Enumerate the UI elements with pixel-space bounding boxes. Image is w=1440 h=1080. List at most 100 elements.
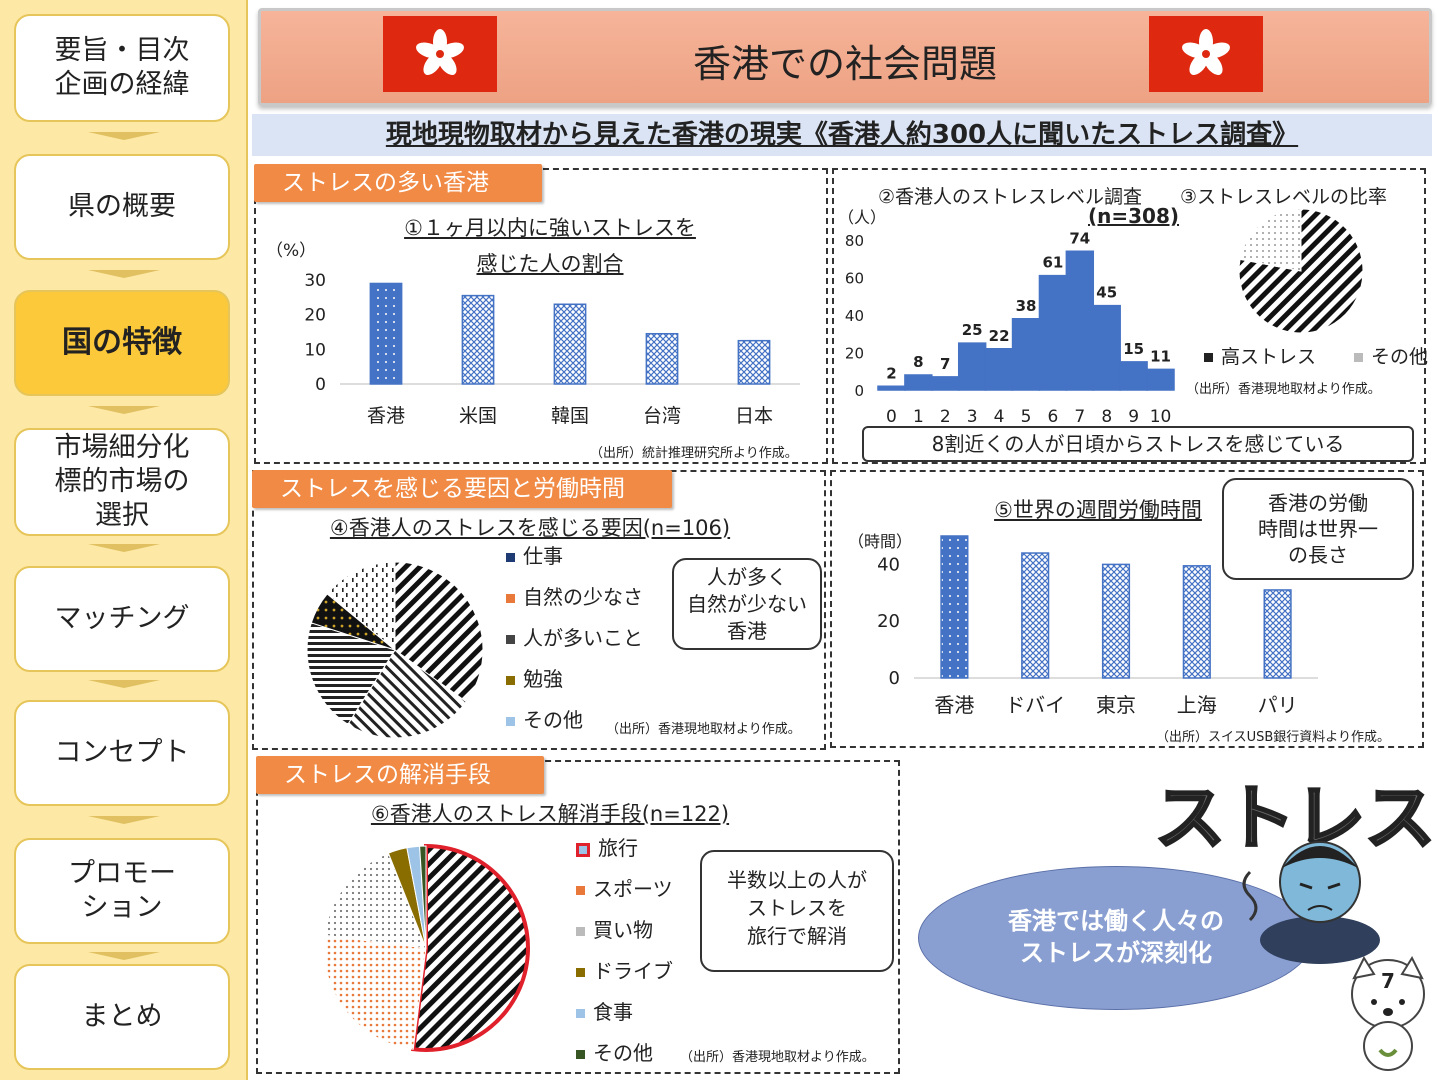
nav-item-conclusion[interactable]: まとめ (14, 964, 230, 1070)
chart5-bar (1021, 552, 1050, 679)
legend4-label: 自然の少なさ (523, 585, 643, 609)
legend4-swatch (506, 676, 515, 685)
chart4-title: ④香港人のストレスを感じる要因(n=106) (329, 516, 731, 540)
chart2-data-label: 2 (886, 364, 896, 382)
chart5-y-tick: 20 (877, 611, 900, 632)
chart2-x-tick: 10 (1150, 407, 1172, 427)
chart2-title: ②香港人のストレスレベル調査 (878, 186, 1143, 208)
chart5-x-tick: 上海 (1177, 693, 1217, 717)
legend4-item: 勉強 (506, 663, 563, 692)
chart5-bar (1263, 589, 1292, 679)
chart4-svg (306, 561, 484, 739)
chart6-svg (323, 843, 530, 1052)
chart6-source: （出所）香港現地取材より作成。 (680, 1050, 875, 1065)
chart2-bar (957, 342, 987, 391)
chart5-bar (1101, 563, 1131, 679)
chart2-bar (1119, 361, 1148, 391)
legend3-item: その他 (1354, 342, 1428, 369)
chart1-x-tick: 日本 (735, 405, 773, 427)
legend4-label: 勉強 (523, 667, 563, 691)
callout-longest-hours: 香港の労働 時間は世界一 の長さ (1222, 478, 1414, 580)
legend6-item: スポーツ (576, 873, 673, 902)
legend6-label: 旅行 (598, 836, 638, 860)
legend4-label: その他 (523, 708, 583, 732)
legend3-label: その他 (1371, 346, 1429, 368)
panel-working-hours (830, 470, 1424, 748)
nav-item-segmentation[interactable]: 市場細分化 標的市場の 選択 (14, 428, 230, 536)
chart4-slice (326, 561, 396, 652)
summary-line2: ストレスが深刻化 (1020, 939, 1212, 967)
nav-item-prefecture[interactable]: 県の概要 (14, 154, 230, 260)
callout-longest-hours-line3: の長さ (1288, 543, 1348, 567)
subheader-text: 現地現物取材から見えた香港の現実《香港人約300人に聞いたストレス調査》 (385, 120, 1299, 150)
chart6-slice (324, 852, 427, 949)
chart4-slice (347, 649, 467, 739)
chart1-x-tick: 香港 (367, 405, 405, 427)
chart5-unit: （時間） (848, 532, 913, 551)
chart5-x-tick: ドバイ (1005, 693, 1065, 717)
chart2-x-tick: 9 (1128, 407, 1139, 427)
legend6-swatch (576, 968, 585, 977)
nav-item-matching[interactable]: マッチング (14, 566, 230, 672)
legend6-swatch (576, 842, 590, 857)
chart3-source: （出所）香港現地取材より作成。 (1186, 382, 1381, 397)
legend4-swatch (506, 717, 515, 726)
chart1-y-tick: 20 (304, 306, 326, 326)
chart4-slice (306, 622, 396, 725)
page-title: 香港での社会問題 (692, 42, 997, 86)
chart1-x-tick: 台湾 (643, 405, 681, 427)
sidebar: 要旨・目次 企画の経緯 県の概要 国の特徴 市場細分化 標的市場の 選択 マッチング … (0, 0, 248, 1080)
nav-item-promotion[interactable]: プロモー ション (14, 838, 230, 944)
chart2-x-tick: 0 (886, 407, 897, 427)
legend3-label: 高ストレス (1221, 346, 1317, 368)
chart1-bar (645, 332, 679, 385)
legend4-item: 人が多いこと (506, 622, 643, 651)
chart5-x-tick: 香港 (934, 693, 974, 717)
chart6-slice (410, 843, 530, 1052)
legend6-label: 食事 (593, 1000, 633, 1024)
chart1-y-tick: 30 (304, 271, 326, 291)
mascot-icon: 7 (1351, 955, 1425, 1071)
page-number: 7 (1381, 969, 1395, 993)
nav-item-concept[interactable]: コンセプト (14, 700, 230, 806)
chart2-data-label: 61 (1042, 254, 1063, 272)
legend4-item: その他 (506, 704, 583, 733)
legend4-item: 自然の少なさ (506, 581, 643, 610)
chart2-data-label: 38 (1016, 297, 1037, 315)
chart2-n: (n=308) (1088, 204, 1180, 228)
legend4-item: 仕事 (506, 540, 563, 569)
nav-item-country-features[interactable]: 国の特徴 (14, 290, 230, 396)
chart4-source: （出所）香港現地取材より作成。 (606, 722, 801, 737)
chart2-data-label: 45 (1096, 284, 1117, 302)
callout-crowded: 人が多く 自然が少ない 香港 (672, 558, 822, 650)
chart1-y-tick: 0 (315, 375, 326, 395)
chart2-x-tick: 7 (1074, 407, 1085, 427)
legend4-swatch (506, 553, 515, 562)
legend6-swatch (576, 1009, 585, 1018)
chart1-unit: （%） (266, 241, 317, 261)
legend6-item: 買い物 (576, 914, 653, 943)
chart2-bar (1038, 274, 1068, 391)
legend3-swatch (1204, 353, 1213, 362)
section-tag-factors: ストレスを感じる要因と労働時間 (252, 470, 672, 508)
chart2-data-label: 15 (1123, 340, 1144, 358)
subheader: 現地現物取材から見えた香港の現実《香港人約300人に聞いたストレス調査》 (252, 114, 1432, 156)
legend3-swatch (1354, 353, 1363, 362)
chart1-title-line2: 感じた人の割合 (476, 252, 624, 276)
chart2-bar (904, 374, 933, 391)
panel-stress-level (832, 168, 1426, 464)
nav-arrow (88, 952, 160, 960)
legend6-swatch (576, 1050, 585, 1059)
panel-stress-relief (256, 760, 900, 1074)
legend4-swatch (506, 635, 515, 644)
chart2-y-tick: 0 (854, 382, 864, 400)
chart2-x-tick: 4 (994, 407, 1005, 427)
chart4-slice (394, 561, 484, 703)
chart2-y-tick: 60 (845, 270, 864, 288)
chart2-bar (984, 348, 1014, 391)
chart2-bar (1092, 304, 1121, 391)
summary-line1: 香港では働く人々の (1008, 907, 1224, 935)
nav-item-summary[interactable]: 要旨・目次 企画の経緯 (14, 14, 230, 122)
chart2-unit: （人） (838, 208, 887, 227)
